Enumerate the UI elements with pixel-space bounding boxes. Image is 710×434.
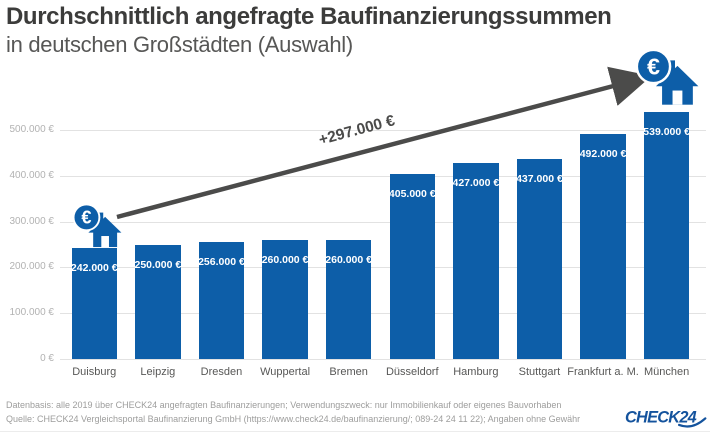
bar-München: 539.000 € bbox=[643, 112, 690, 359]
house-icon bbox=[88, 212, 122, 248]
y-axis-tick: 300.000 € bbox=[9, 215, 55, 227]
x-axis-label-Düsseldorf: Düsseldorf bbox=[385, 366, 439, 378]
x-axis-label-Dresden: Dresden bbox=[200, 366, 243, 378]
bar-value-label: 260.000 € bbox=[261, 253, 309, 266]
y-axis-tick: 500.000 € bbox=[9, 124, 55, 135]
bar-Düsseldorf: 405.000 € bbox=[388, 173, 436, 359]
delta-annotation: +297.000 € bbox=[316, 112, 397, 149]
bar-value-label: 427.000 € bbox=[452, 177, 500, 190]
y-axis-tick: 200.000 € bbox=[9, 261, 55, 273]
bar-value-label: 242.000 € bbox=[70, 262, 118, 275]
bar-value-label: 405.000 € bbox=[388, 187, 436, 200]
check24-logo: CHECK24 bbox=[625, 406, 709, 429]
footer: Datenbasis: alle 2019 über CHECK24 angef… bbox=[6, 399, 606, 426]
bar-Bremen: 260.000 € bbox=[325, 239, 372, 359]
gridline bbox=[60, 221, 706, 223]
header: Durchschnittlich angefragte Baufinanzier… bbox=[6, 2, 706, 58]
bar-Hamburg: 427.000 € bbox=[452, 163, 500, 359]
x-axis-label-München: München bbox=[644, 366, 690, 378]
gridline bbox=[60, 313, 706, 315]
bar-Dresden: 256.000 € bbox=[198, 241, 245, 359]
euro-house-icon-small: € bbox=[72, 203, 122, 248]
bar-Duisburg: 242.000 € bbox=[70, 248, 118, 359]
footer-databasis-line: Datenbasis: alle 2019 über CHECK24 angef… bbox=[6, 400, 562, 410]
gridline bbox=[60, 359, 706, 360]
x-axis-label-Stuttgart: Stuttgart bbox=[518, 366, 561, 378]
bar-value-label: 256.000 € bbox=[198, 255, 245, 268]
bar-value-label: 539.000 € bbox=[643, 126, 690, 139]
page-title: Durchschnittlich angefragte Baufinanzier… bbox=[6, 3, 612, 30]
y-axis-tick: 100.000 € bbox=[9, 307, 55, 319]
bar-value-label: 492.000 € bbox=[579, 147, 627, 160]
logo-swoosh bbox=[678, 417, 707, 428]
x-axis-label-Hamburg: Hamburg bbox=[453, 366, 499, 378]
euro-symbol: € bbox=[81, 208, 91, 228]
bar-value-label: 260.000 € bbox=[325, 253, 372, 266]
bar-value-label: 437.000 € bbox=[516, 172, 563, 185]
check24-logo-text: CHECK24 bbox=[625, 409, 697, 427]
gridline bbox=[60, 267, 706, 269]
bottom-divider bbox=[0, 431, 710, 432]
x-axis-label-Wuppertal: Wuppertal bbox=[260, 366, 311, 378]
x-axis-label-Duisburg: Duisburg bbox=[72, 366, 117, 378]
x-axis-label-Bremen: Bremen bbox=[329, 366, 368, 378]
x-axis-label-Frankfurt a. M.: Frankfurt a. M. bbox=[567, 366, 639, 378]
bar-Leipzig: 250.000 € bbox=[134, 244, 182, 359]
bar-value-label: 250.000 € bbox=[134, 258, 182, 271]
euro-coin-icon bbox=[72, 203, 101, 232]
y-axis-tick: 400.000 € bbox=[9, 169, 55, 181]
bar-Stuttgart: 437.000 € bbox=[516, 158, 563, 359]
house-icon bbox=[655, 60, 699, 105]
euro-house-icon-large: € bbox=[635, 48, 699, 106]
y-axis-tick: 0 € bbox=[40, 353, 54, 364]
euro-symbol: € bbox=[647, 54, 660, 80]
bar-Wuppertal: 260.000 € bbox=[261, 239, 309, 359]
bar-Frankfurt a. M.: 492.000 € bbox=[579, 133, 627, 359]
footer-source-line: Quelle: CHECK24 Vergleichsportal Baufina… bbox=[6, 413, 581, 424]
x-axis-label-Leipzig: Leipzig bbox=[140, 366, 176, 378]
page-subtitle: in deutschen Großstädten (Auswahl) bbox=[6, 32, 353, 57]
